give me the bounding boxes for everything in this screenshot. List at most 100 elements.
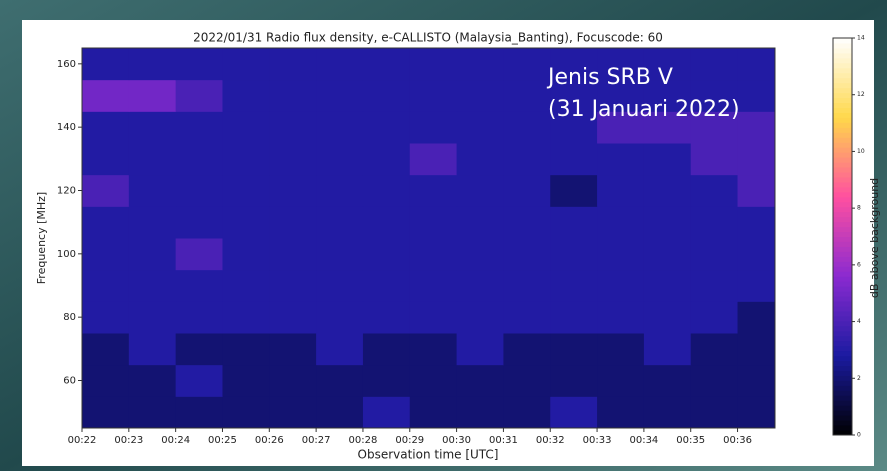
heatmap-cell [129, 301, 176, 333]
heatmap-cell [410, 80, 457, 112]
colorbar-segment [833, 137, 852, 142]
colorbar-segment [833, 43, 852, 48]
heatmap-cell [691, 206, 738, 238]
heatmap-cell [597, 238, 644, 270]
colorbar-segment [833, 202, 852, 207]
colorbar-segment [833, 63, 852, 68]
colorbar-segment [833, 420, 852, 425]
heatmap-cell [176, 143, 223, 175]
colorbar-segment [833, 261, 852, 266]
colorbar-segment [833, 351, 852, 356]
heatmap-cell [222, 206, 269, 238]
heatmap-cell [644, 175, 691, 207]
heatmap-cell [176, 111, 223, 143]
heatmap-cell [457, 80, 504, 112]
x-tick-label: 00:35 [676, 435, 705, 446]
colorbar-segment [833, 237, 852, 242]
heatmap-cell [129, 48, 176, 80]
heatmap-cell [644, 396, 691, 428]
heatmap-cell [363, 175, 410, 207]
heatmap-cell [222, 238, 269, 270]
colorbar-tick-label: 14 [857, 35, 865, 42]
colorbar-segment [833, 241, 852, 246]
heatmap-cell [597, 206, 644, 238]
colorbar-segment [833, 217, 852, 222]
colorbar-segment [833, 380, 852, 385]
x-tick-label: 00:25 [208, 435, 237, 446]
heatmap-cell [363, 80, 410, 112]
annotation: Jenis SRB V [546, 65, 673, 90]
y-tick-label: 60 [63, 376, 76, 387]
heatmap-cell [129, 143, 176, 175]
colorbar-segment [833, 157, 852, 162]
heatmap-cell [316, 238, 363, 270]
colorbar-segment [833, 366, 852, 371]
heatmap-cell [597, 365, 644, 397]
heatmap-cell [316, 333, 363, 365]
heatmap-cell [503, 301, 550, 333]
heatmap-cell [457, 270, 504, 302]
heatmap-cell [503, 396, 550, 428]
colorbar-segment [833, 142, 852, 147]
heatmap-cell [691, 48, 738, 80]
heatmap-cell [410, 238, 457, 270]
heatmap-cell [597, 333, 644, 365]
heatmap-cell [644, 270, 691, 302]
colorbar-segment [833, 48, 852, 53]
colorbar-segment [833, 410, 852, 415]
heatmap-cell [691, 143, 738, 175]
colorbar-segment [833, 291, 852, 296]
chart: 2022/01/31 Radio flux density, e-CALLIST… [0, 0, 887, 471]
heatmap-cell [316, 206, 363, 238]
heatmap-cell [222, 48, 269, 80]
x-tick-label: 00:29 [395, 435, 424, 446]
heatmap-cell [410, 206, 457, 238]
x-tick-label: 00:36 [723, 435, 752, 446]
y-tick-label: 80 [63, 312, 76, 323]
colorbar-segment [833, 266, 852, 271]
heatmap-cell [550, 143, 597, 175]
heatmap-cell [363, 301, 410, 333]
colorbar-segment [833, 286, 852, 291]
heatmap-cell [222, 333, 269, 365]
colorbar-segment [833, 390, 852, 395]
heatmap-cell [176, 396, 223, 428]
heatmap-cell [222, 365, 269, 397]
heatmap-cell [176, 270, 223, 302]
colorbar-segment [833, 246, 852, 251]
heatmap-cell [457, 206, 504, 238]
heatmap-cell [129, 80, 176, 112]
heatmap-cell [129, 270, 176, 302]
y-axis-label: Frequency [MHz] [35, 192, 48, 284]
heatmap-cell [176, 48, 223, 80]
heatmap-cell [316, 111, 363, 143]
colorbar-segment [833, 311, 852, 316]
heatmap-cell [363, 143, 410, 175]
heatmap-cell [176, 365, 223, 397]
colorbar-segment [833, 321, 852, 326]
heatmap-cell [222, 175, 269, 207]
heatmap-cell [410, 175, 457, 207]
heatmap-cell [597, 301, 644, 333]
colorbar-segment [833, 192, 852, 197]
heatmap-cell [316, 301, 363, 333]
heatmap-cell [503, 48, 550, 80]
colorbar-segment [833, 227, 852, 232]
heatmap-cell [503, 270, 550, 302]
colorbar-segment [833, 78, 852, 83]
heatmap-cell [82, 175, 129, 207]
heatmap-cell [738, 111, 776, 143]
heatmap-cell [316, 48, 363, 80]
heatmap-cell [457, 48, 504, 80]
heatmap-cell [410, 301, 457, 333]
heatmap-cell [503, 80, 550, 112]
heatmap-cell [176, 301, 223, 333]
heatmap-cell [363, 206, 410, 238]
heatmap-cell [738, 143, 776, 175]
heatmap-cell [691, 175, 738, 207]
colorbar-segment [833, 336, 852, 341]
colorbar-segment [833, 326, 852, 331]
heatmap-cell [129, 206, 176, 238]
colorbar-segment [833, 103, 852, 108]
heatmap-cell [269, 111, 316, 143]
